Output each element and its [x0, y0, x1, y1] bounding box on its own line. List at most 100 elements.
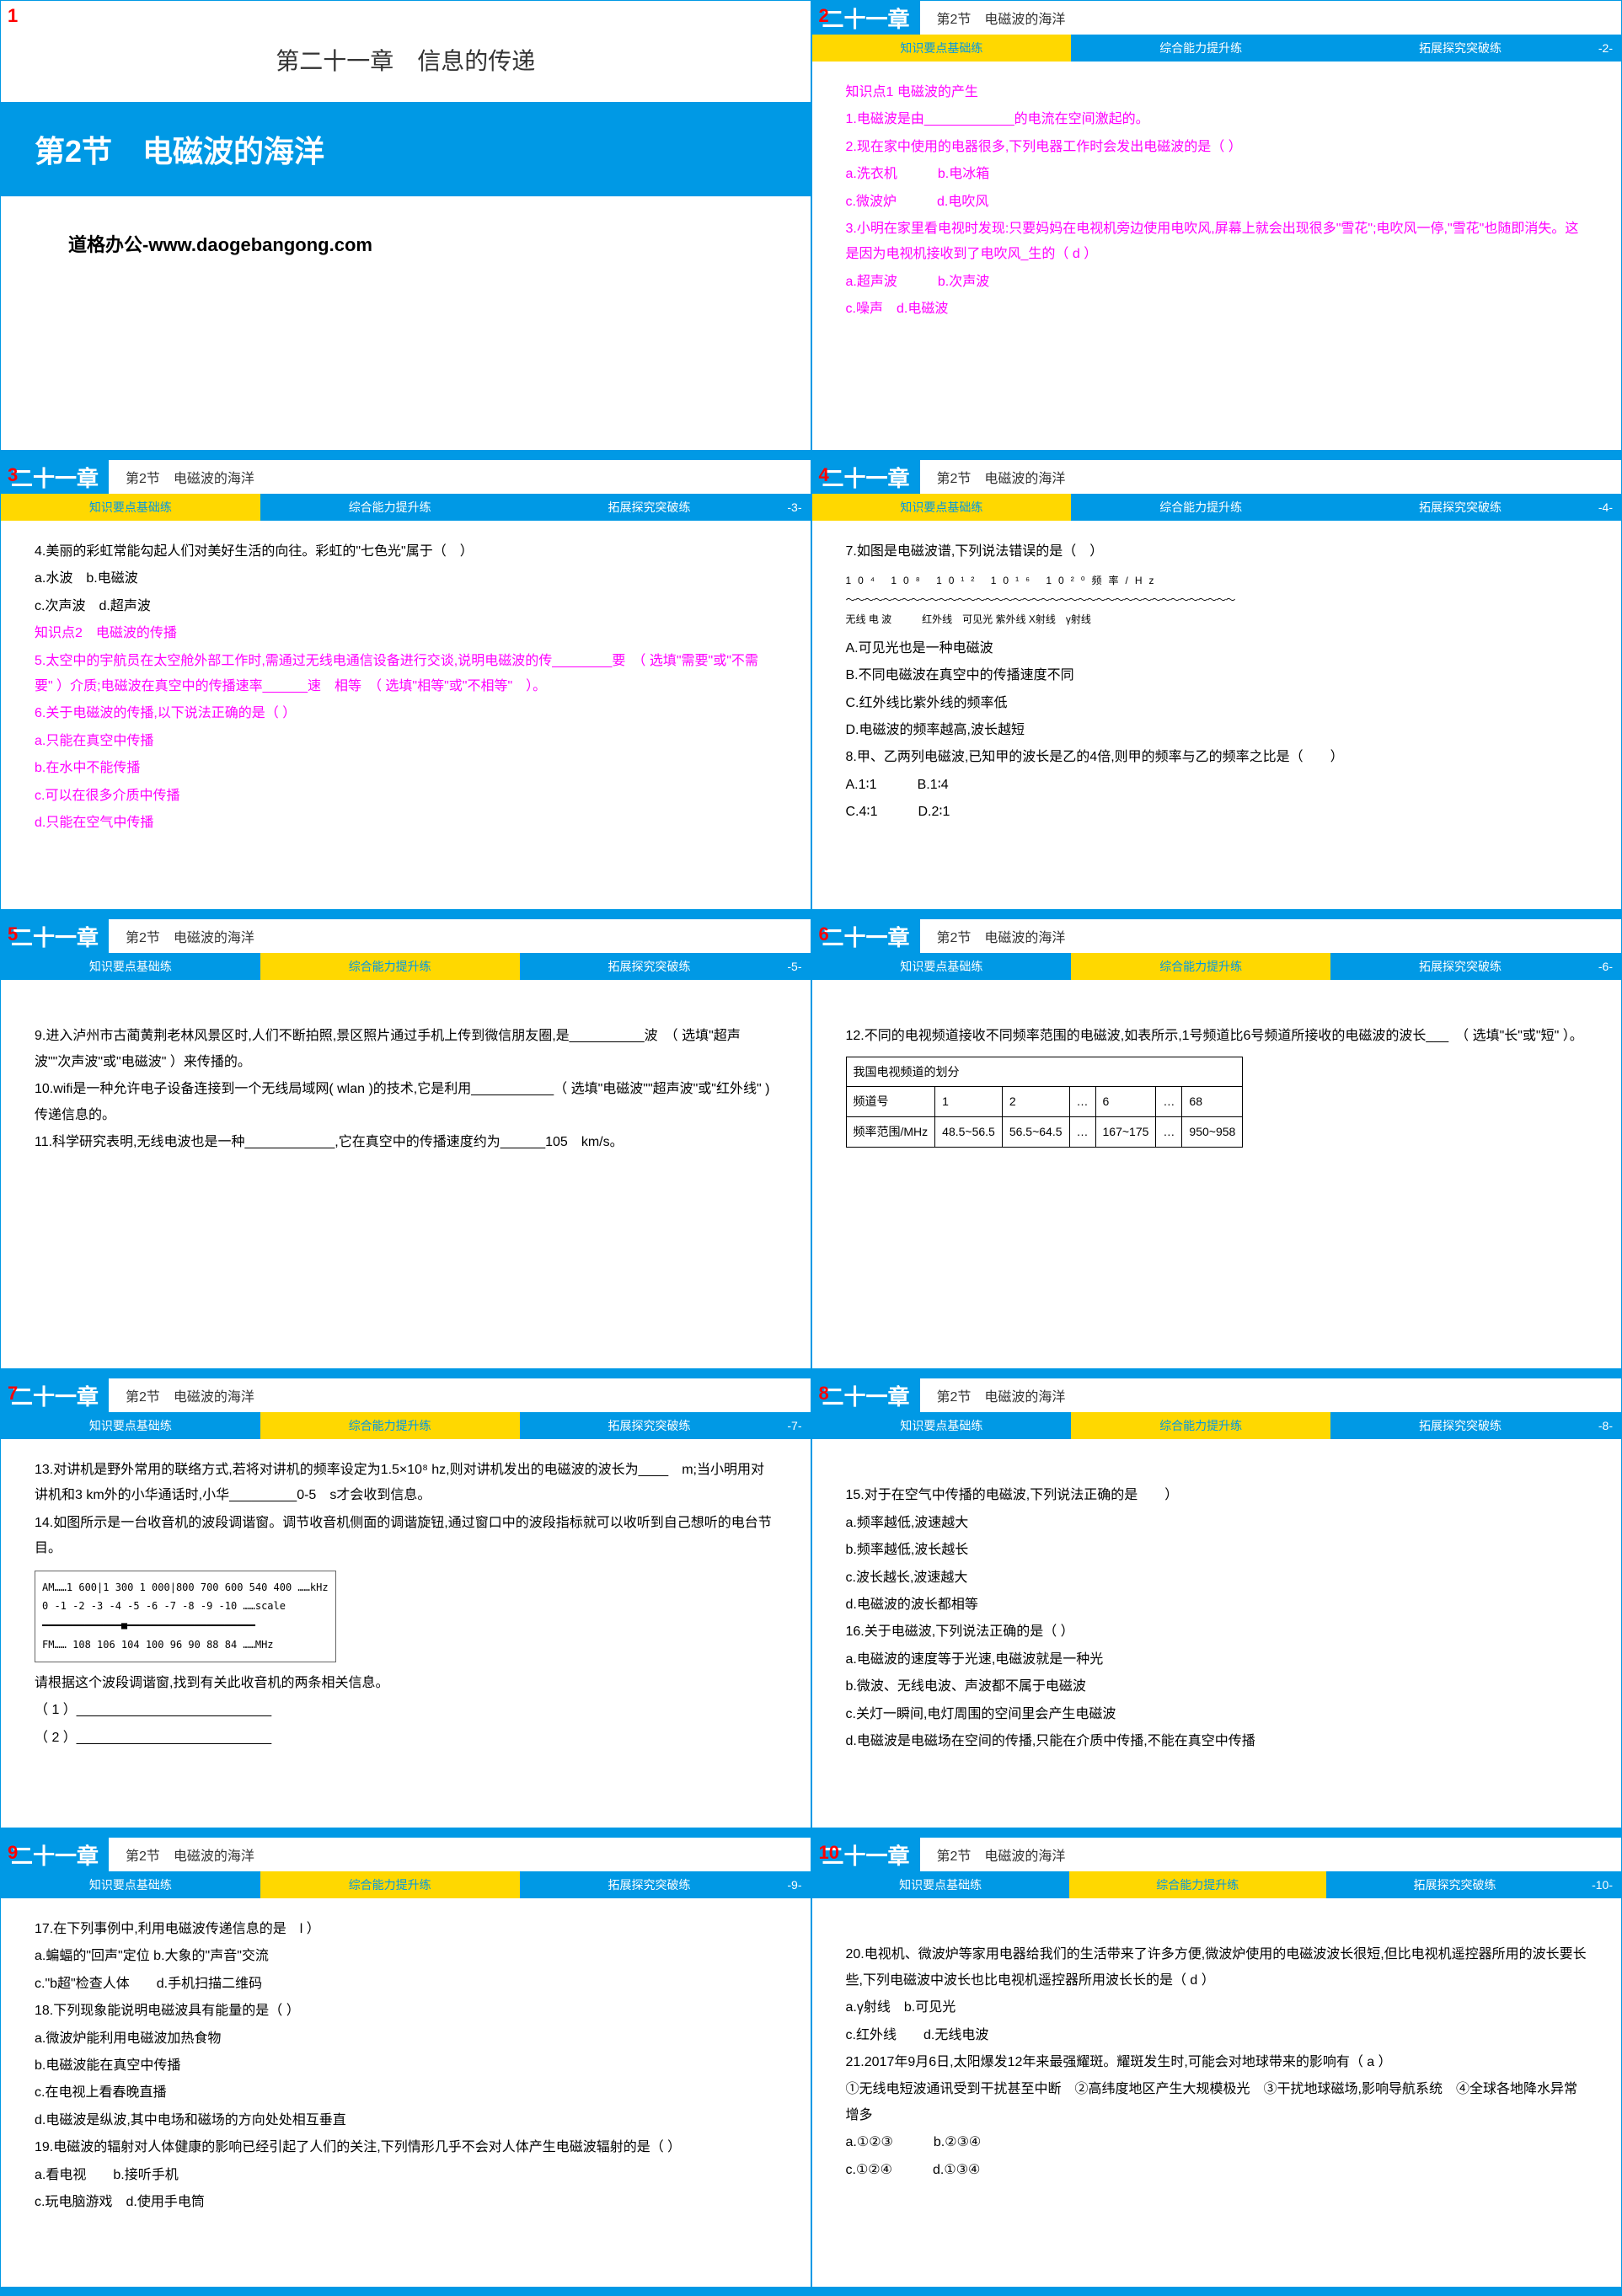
tab-basic[interactable]: 知识要点基础练: [1, 1412, 260, 1439]
q2-options2: c.微波炉 d.电吹风: [846, 190, 1588, 215]
opt-d: d.无线电波: [923, 2028, 988, 2042]
radio-diagram: AM……1 600|1 300 1 000|800 700 600 540 40…: [35, 1571, 336, 1662]
cell: 1: [935, 1087, 1003, 1117]
q9: 9.进入泸州市古蔺黄荆老林风景区时,人们不断拍照,景区照片通过手机上传到微信朋友…: [35, 1024, 777, 1075]
tab-bar: 知识要点基础练 综合能力提升练 拓展探究突破练 -4-: [812, 494, 1622, 521]
slide-number: 3: [8, 464, 18, 486]
th-channel: 频道号: [846, 1087, 935, 1117]
tab-advance[interactable]: 综合能力提升练: [260, 953, 520, 980]
page-number: -8-: [1590, 1419, 1621, 1432]
tab-bar: 知识要点基础练 综合能力提升练 拓展探究突破练 -3-: [1, 494, 811, 521]
page-number: -4-: [1590, 500, 1621, 514]
tab-explore[interactable]: 拓展探究突破练: [520, 1412, 779, 1439]
q4-opts: a.水波 b.电磁波: [35, 566, 777, 591]
bottom-bar: [812, 2287, 1622, 2295]
tab-basic[interactable]: 知识要点基础练: [1, 1871, 260, 1898]
tab-advance[interactable]: 综合能力提升练: [260, 1412, 520, 1439]
kp2: 知识点2 电磁波的传播: [35, 621, 777, 646]
slide-10: 10 二十一章 第2节 电磁波的海洋 知识要点基础练 综合能力提升练 拓展探究突…: [811, 1837, 1622, 2296]
section-name: 第2节 电磁波的海洋: [920, 8, 1083, 28]
cell: 48.5~56.5: [935, 1116, 1003, 1147]
q8-opts2: C.4∶1 D.2∶1: [846, 800, 1588, 825]
section-name: 第2节 电磁波的海洋: [920, 1844, 1083, 1865]
content: 13.对讲机是野外常用的联络方式,若将对讲机的频率设定为1.5×10⁸ hz,则…: [1, 1439, 811, 1769]
tab-advance[interactable]: 综合能力提升练: [1071, 35, 1330, 62]
tab-basic[interactable]: 知识要点基础练: [1, 494, 260, 521]
tab-basic[interactable]: 知识要点基础练: [812, 1412, 1072, 1439]
header-bar: 二十一章 第2节 电磁波的海洋: [812, 460, 1622, 494]
page-number: -2-: [1590, 41, 1621, 55]
tab-explore[interactable]: 拓展探究突破练: [520, 494, 779, 521]
q4-opts2: c.次声波 d.超声波: [35, 594, 777, 619]
tab-basic[interactable]: 知识要点基础练: [812, 1871, 1069, 1898]
q17-opts: a.蝙蝠的"回声"定位 b.大象的"声音"交流: [35, 1944, 777, 1969]
tab-basic[interactable]: 知识要点基础练: [812, 35, 1072, 62]
bottom-bar: [812, 1368, 1622, 1377]
slide-6: 6 二十一章 第2节 电磁波的海洋 知识要点基础练 综合能力提升练 拓展探究突破…: [811, 918, 1622, 1378]
tab-basic[interactable]: 知识要点基础练: [1, 953, 260, 980]
tab-explore[interactable]: 拓展探究突破练: [1330, 494, 1590, 521]
tab-advance[interactable]: 综合能力提升练: [1071, 953, 1330, 980]
tab-advance[interactable]: 综合能力提升练: [1071, 1412, 1330, 1439]
tab-advance[interactable]: 综合能力提升练: [1071, 494, 1330, 521]
q21-opts: a.①②③ b.②③④: [846, 2130, 1588, 2155]
tab-explore[interactable]: 拓展探究突破练: [1330, 953, 1590, 980]
bottom-bar: [812, 450, 1622, 458]
tab-advance[interactable]: 综合能力提升练: [1069, 1871, 1326, 1898]
slide-3: 3 二十一章 第2节 电磁波的海洋 知识要点基础练 综合能力提升练 拓展探究突破…: [0, 459, 811, 918]
channel-table: 我国电视频道的划分 频道号 1 2 … 6 … 68 频率范围/MHz 48.5…: [846, 1057, 1244, 1148]
tab-explore[interactable]: 拓展探究突破练: [1330, 35, 1590, 62]
q19-opts: a.看电视 b.接听手机: [35, 2163, 777, 2188]
chapter-title: 第二十一章 信息的传递: [1, 43, 811, 77]
q12: 12.不同的电视频道接收不同频率范围的电磁波,如表所示,1号频道比6号频道所接收…: [846, 1024, 1588, 1049]
tab-explore[interactable]: 拓展探究突破练: [1330, 1412, 1590, 1439]
slide-number: 4: [819, 464, 829, 486]
tab-bar: 知识要点基础练 综合能力提升练 拓展探究突破练 -8-: [812, 1412, 1622, 1439]
spectrum-diagram: 10⁴ 10⁸ 10¹² 10¹⁶ 10²⁰频率/Hz 〜〜〜〜〜〜〜〜〜〜〜〜…: [846, 571, 1588, 629]
tab-explore[interactable]: 拓展探究突破练: [520, 953, 779, 980]
slide-number: 5: [8, 923, 18, 945]
cell: 56.5~64.5: [1002, 1116, 1069, 1147]
q13: 13.对讲机是野外常用的联络方式,若将对讲机的频率设定为1.5×10⁸ hz,则…: [35, 1458, 777, 1509]
content: 4.美丽的彩虹常能勾起人们对美好生活的向往。彩虹的"七色光"属于（ ） a.水波…: [1, 521, 811, 854]
spectrum-wave: 〜〜〜〜〜〜〜〜〜〜〜〜〜〜〜〜〜〜〜〜〜〜〜〜〜〜〜〜〜〜〜〜〜〜〜〜〜〜〜〜…: [846, 591, 1588, 610]
opt-d: d.电磁波: [897, 302, 948, 316]
opt-a: a.①②③: [846, 2135, 893, 2149]
opt-b: b.电磁波: [86, 571, 137, 586]
th-freq: 频率范围/MHz: [846, 1116, 935, 1147]
cell: …: [1156, 1087, 1182, 1117]
header-bar: 二十一章 第2节 电磁波的海洋: [1, 1838, 811, 1871]
q6a: a.只能在真空中传播: [35, 729, 777, 754]
q6b: b.在水中不能传播: [35, 756, 777, 781]
page-number: -7-: [779, 1419, 810, 1432]
tab-basic[interactable]: 知识要点基础练: [812, 953, 1072, 980]
q10: 10.wifi是一种允许电子设备连接到一个无线局域网( wlan )的技术,它是…: [35, 1077, 777, 1128]
cell: 2: [1002, 1087, 1069, 1117]
q20: 20.电视机、微波炉等家用电器给我们的生活带来了许多方便,微波炉使用的电磁波波长…: [846, 1942, 1588, 1994]
q21-items: ①无线电短波通讯受到干扰甚至中断 ②高纬度地区产生大规模极光 ③干扰地球磁场,影…: [846, 2077, 1588, 2128]
slide-number: 1: [8, 5, 18, 27]
tab-explore[interactable]: 拓展探究突破练: [1326, 1871, 1583, 1898]
bottom-bar: [1, 909, 811, 918]
bottom-bar: [1, 1828, 811, 1836]
q18c: c.在电视上看春晚直播: [35, 2080, 777, 2106]
section-name: 第2节 电磁波的海洋: [109, 926, 271, 946]
spectrum-freq: 10⁴ 10⁸ 10¹² 10¹⁶ 10²⁰频率/Hz: [846, 571, 1588, 591]
slide-9: 9 二十一章 第2节 电磁波的海洋 知识要点基础练 综合能力提升练 拓展探究突破…: [0, 1837, 811, 2296]
page-number: -5-: [779, 960, 810, 973]
opt-d: d.使用手电筒: [126, 2195, 204, 2209]
q7c: C.红外线比紫外线的频率低: [846, 691, 1588, 716]
q19: 19.电磁波的辐射对人体健康的影响已经引起了人们的关注,下列情形几乎不会对人体产…: [35, 2135, 777, 2160]
tab-advance[interactable]: 综合能力提升练: [260, 494, 520, 521]
cell: …: [1156, 1116, 1182, 1147]
section-banner: 第2节 电磁波的海洋: [1, 102, 811, 196]
tab-bar: 知识要点基础练 综合能力提升练 拓展探究突破练 -2-: [812, 35, 1622, 62]
section-name: 第2节 电磁波的海洋: [920, 926, 1083, 946]
header-bar: 二十一章 第2节 电磁波的海洋: [1, 1378, 811, 1412]
q17-opts2: c."b超"检查人体 d.手机扫描二维码: [35, 1972, 777, 1997]
tab-basic[interactable]: 知识要点基础练: [812, 494, 1072, 521]
radio-am: AM……1 600|1 300 1 000|800 700 600 540 40…: [42, 1578, 329, 1598]
tab-advance[interactable]: 综合能力提升练: [260, 1871, 520, 1898]
tab-explore[interactable]: 拓展探究突破练: [520, 1871, 779, 1898]
opt-b: b.②③④: [934, 2135, 981, 2149]
